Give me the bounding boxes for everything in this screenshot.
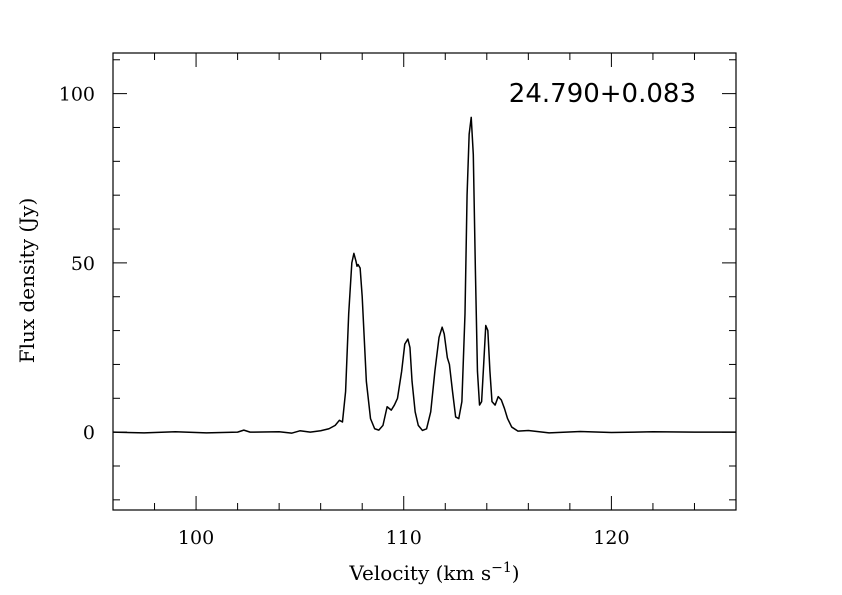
x-tick-label: 100 xyxy=(178,527,214,549)
axis-ticks xyxy=(112,53,737,510)
plot-frame xyxy=(112,52,737,511)
y-axis-title: Flux density (Jy) xyxy=(15,198,39,364)
x-axis-title-close: ) xyxy=(512,561,520,585)
x-tick-label: 110 xyxy=(386,527,422,549)
tick-labels: 100 110 120 0 50 100 xyxy=(59,84,630,549)
y-tick-label: 0 xyxy=(83,422,95,444)
y-tick-label: 100 xyxy=(59,84,95,106)
x-axis-title: Velocity (km s−1) xyxy=(348,560,519,585)
y-tick-label: 50 xyxy=(71,253,95,275)
source-annotation: 24.790+0.083 xyxy=(509,79,696,109)
x-axis-unit-exponent: −1 xyxy=(491,560,512,576)
x-axis-title-text: Velocity (km s xyxy=(348,561,491,585)
series-line xyxy=(112,116,736,434)
x-tick-label: 120 xyxy=(593,527,629,549)
